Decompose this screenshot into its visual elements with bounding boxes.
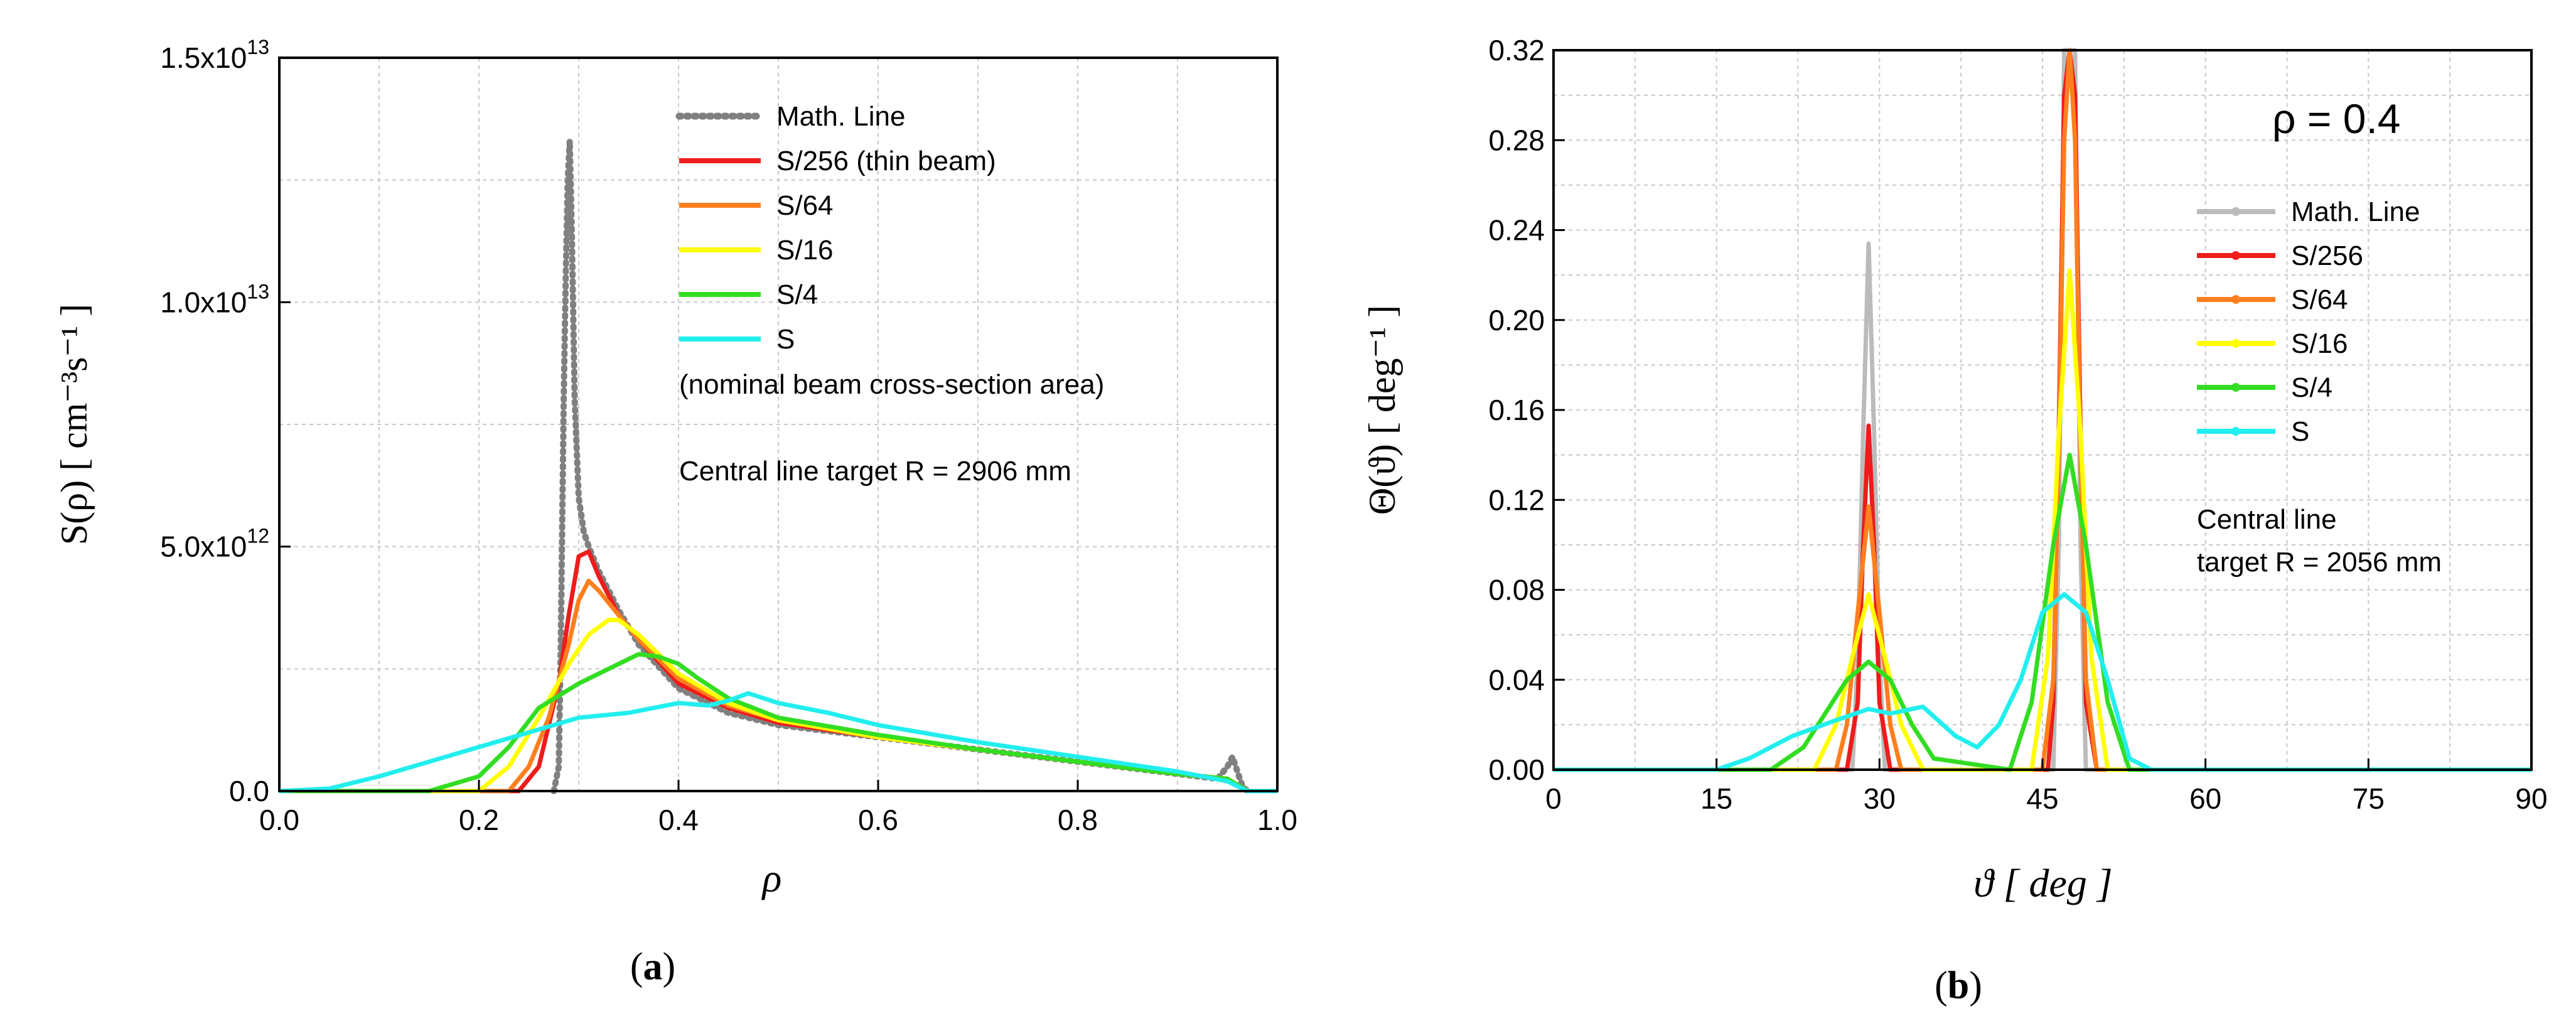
chart-b-legend-marker xyxy=(2231,427,2240,436)
chart-b-xtick-label: 15 xyxy=(1700,782,1732,815)
chart-a-ytick-label: 1.5x1013 xyxy=(160,36,269,74)
chart-b-ytick-label: 0.32 xyxy=(1488,34,1545,67)
chart-a-xtick-label: 0.0 xyxy=(259,804,299,836)
chart-b-xtick-label: 60 xyxy=(2189,782,2221,815)
chart-b-ticks: 0 15 30 45 60 75 90 0.00 0.04 0.08 0.12 0.16 0.20 0.2… xyxy=(1488,34,2547,815)
chart-b-annotation-rho: ρ = 0.4 xyxy=(2272,95,2401,142)
chart-a-xtick-label: 1.0 xyxy=(1257,804,1297,836)
chart-b-xtick-label: 0 xyxy=(1545,782,1562,815)
chart-b-ytick-label: 0.16 xyxy=(1488,394,1545,426)
chart-a-legend: Math. Line S/256 (thin beam) S/64 S/16 S/4 S xyxy=(675,101,996,355)
chart-a-xtick-label: 0.2 xyxy=(459,804,499,836)
chart-b-xtick-label: 30 xyxy=(1864,782,1896,815)
chart-b-legend: Math. Line S/256 S/64 S/16 S/4 S xyxy=(2197,197,2420,447)
chart-a-ytick-label: 0.0 xyxy=(229,775,269,807)
chart-a-legend-label: Math. Line xyxy=(776,101,905,132)
chart-a-series-s-4 xyxy=(279,652,1277,794)
chart-b-xtick-label: 45 xyxy=(2026,782,2058,815)
chart-b-ytick-label: 0.00 xyxy=(1488,753,1545,786)
chart-a-ticks: 0.0 0.2 0.4 0.6 0.8 1.0 0.0 5.0x1012 1.0x1013 1.5… xyxy=(160,36,1297,836)
chart-a-series-s xyxy=(279,691,1277,794)
chart-a-xtick-label: 0.4 xyxy=(658,804,699,836)
chart-b-series-s xyxy=(1554,592,2531,772)
chart-a-legend-label: S/16 xyxy=(776,235,834,266)
chart-b-legend-marker xyxy=(2231,207,2240,216)
chart-b-ylabel: Θ(ϑ) [ deg⁻¹ ] xyxy=(1361,305,1403,515)
chart-b-ytick-label: 0.12 xyxy=(1488,483,1545,516)
chart-a-annotation-target: Central line target R = 2906 mm xyxy=(679,456,1071,487)
chart-b-annotation-central: Central line xyxy=(2197,504,2337,535)
chart-b-legend-label: S/4 xyxy=(2291,372,2332,403)
chart-a-frame xyxy=(278,57,1279,792)
chart-a-legend-label: S/256 (thin beam) xyxy=(776,146,996,176)
chart-a-grid xyxy=(279,58,1277,791)
chart-b-legend-marker xyxy=(2231,251,2240,260)
chart-a-legend-label: S/64 xyxy=(776,190,834,221)
chart-b-ytick-label: 0.08 xyxy=(1488,574,1545,606)
chart-a-xtick-label: 0.6 xyxy=(858,804,898,836)
chart-a: 0.0 0.2 0.4 0.6 0.8 1.0 0.0 5.0x1012 1.0x1013 1.5… xyxy=(53,36,1297,988)
chart-a-annotation-area: (nominal beam cross-section area) xyxy=(679,369,1104,400)
chart-a-caption: (a) xyxy=(630,945,675,988)
chart-b-legend-label: S xyxy=(2291,416,2309,447)
chart-b-legend-marker xyxy=(2231,339,2240,348)
chart-a-legend-label: S/4 xyxy=(776,279,818,310)
chart-a-ytick-label: 1.0x1013 xyxy=(160,280,269,318)
chart-b-grid xyxy=(1554,50,2531,770)
chart-a-legend-label: S xyxy=(776,324,795,355)
chart-b-caption-letter: b xyxy=(1948,964,1969,1007)
chart-b-ytick-label: 0.28 xyxy=(1488,124,1545,156)
chart-a-ytick-label: 5.0x1012 xyxy=(160,525,269,563)
chart-b-ytick-label: 0.20 xyxy=(1488,304,1545,337)
chart-b-ytick-label: 0.24 xyxy=(1488,214,1545,247)
chart-b-legend-label: S/64 xyxy=(2291,284,2348,315)
chart-b-caption: (b) xyxy=(1935,964,1982,1007)
chart-b-legend-marker xyxy=(2231,295,2240,304)
chart-b: 0 15 30 45 60 75 90 0.00 0.04 0.08 0.12 0.16 0.20 0.2… xyxy=(1361,34,2548,1007)
chart-b-xlabel: ϑ [ deg ] xyxy=(1973,861,2113,905)
chart-b-legend-label: S/256 xyxy=(2291,240,2363,271)
chart-b-legend-label: S/16 xyxy=(2291,328,2348,359)
chart-a-ylabel: S(ρ) [ cm⁻³s⁻¹ ] xyxy=(53,304,95,545)
chart-b-legend-label: Math. Line xyxy=(2291,197,2420,227)
chart-a-xlabel: ρ xyxy=(761,856,782,900)
chart-b-xtick-label: 90 xyxy=(2515,782,2547,815)
chart-a-xtick-label: 0.8 xyxy=(1058,804,1098,836)
chart-b-xtick-label: 75 xyxy=(2353,782,2385,815)
chart-b-ytick-label: 0.04 xyxy=(1488,664,1545,696)
chart-a-series xyxy=(279,137,1277,794)
chart-b-annotation-target: target R = 2056 mm xyxy=(2197,547,2442,578)
chart-b-legend-marker xyxy=(2231,383,2240,392)
chart-a-caption-letter: a xyxy=(643,945,663,988)
